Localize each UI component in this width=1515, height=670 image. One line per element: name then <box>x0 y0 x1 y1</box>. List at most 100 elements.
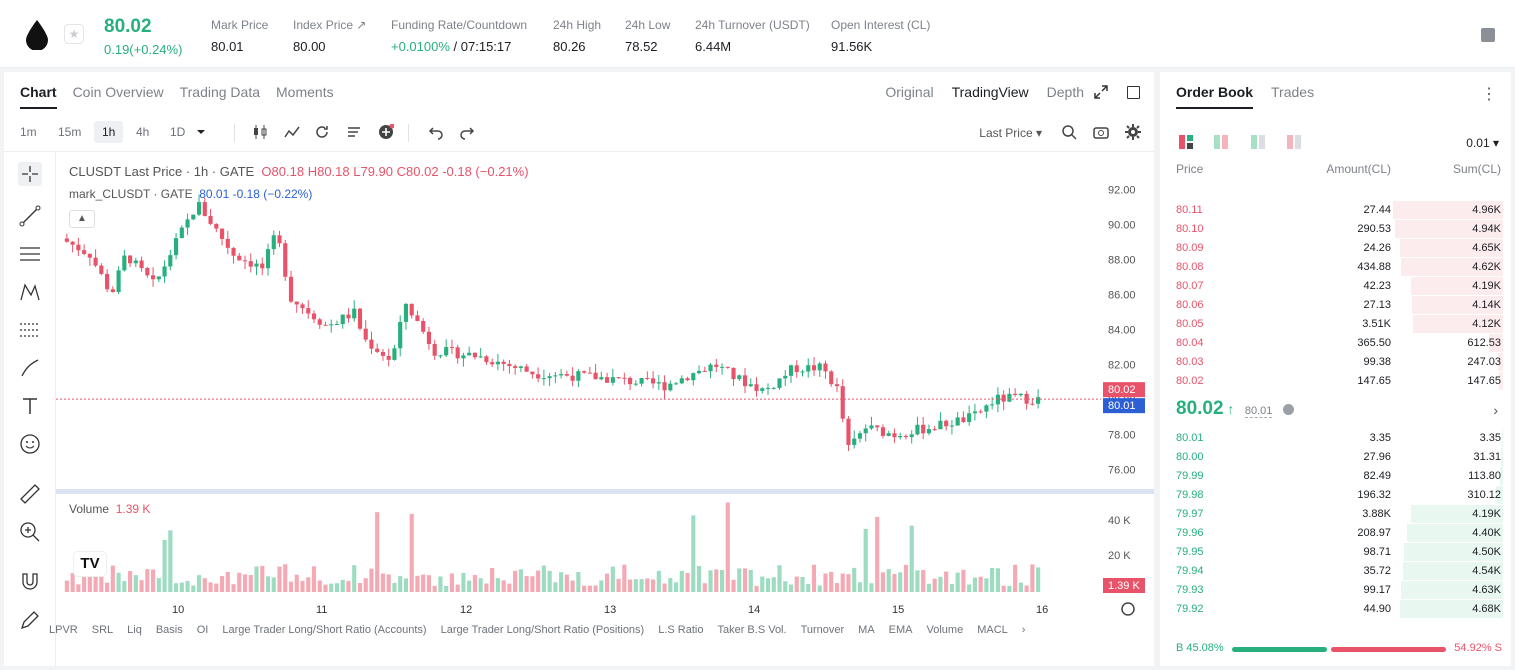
indicator-item[interactable]: Turnover <box>800 624 845 636</box>
book-mode-split-icon[interactable] <box>1213 134 1229 150</box>
indicator-item[interactable]: EMA <box>888 624 913 636</box>
chevron-down-icon[interactable] <box>196 127 206 137</box>
indicator-item[interactable]: Large Trader Long/Short Ratio (Positions… <box>440 624 645 636</box>
tab-order-book[interactable]: Order Book <box>1176 84 1253 109</box>
add-alert-icon[interactable] <box>378 124 394 140</box>
magnet-icon[interactable] <box>18 570 42 594</box>
price-chart-svg[interactable]: 92.0090.0088.0086.0084.0082.0080.0078.00… <box>56 152 1154 622</box>
tab-moments[interactable]: Moments <box>276 84 334 100</box>
settings-gear-icon[interactable] <box>1125 124 1141 140</box>
ruler-icon[interactable] <box>18 482 42 506</box>
bid-row[interactable]: 79.99 82.49 113.80 <box>1160 467 1511 486</box>
bid-row[interactable]: 79.93 99.17 4.63K <box>1160 581 1511 600</box>
bid-row[interactable]: 79.94 35.72 4.54K <box>1160 562 1511 581</box>
ask-row[interactable]: 80.03 99.38 247.03 <box>1160 353 1511 372</box>
bid-amount: 27.96 <box>1363 451 1391 463</box>
tab-trades[interactable]: Trades <box>1271 84 1315 100</box>
ask-row[interactable]: 80.06 27.13 4.14K <box>1160 296 1511 315</box>
bid-row[interactable]: 79.92 44.90 4.68K <box>1160 600 1511 619</box>
indicator-item[interactable]: L.S Ratio <box>658 624 704 636</box>
window-icon[interactable] <box>1127 86 1140 99</box>
candle-body <box>1030 403 1035 405</box>
price-type-select[interactable]: Last Price ▾ <box>979 126 1042 140</box>
candle-body <box>421 320 426 332</box>
fib-icon[interactable] <box>18 318 42 342</box>
more-menu-icon[interactable]: ⋮ <box>1481 86 1497 103</box>
undo-icon[interactable] <box>428 124 444 140</box>
camera-icon[interactable] <box>1093 124 1109 140</box>
candlestick-type-icon[interactable] <box>252 124 268 140</box>
candle-body <box>944 420 949 427</box>
interval-1d[interactable]: 1D <box>170 125 186 139</box>
search-icon[interactable] <box>1061 124 1077 140</box>
trend-line-icon[interactable] <box>18 204 42 228</box>
volume-bar <box>995 568 1000 592</box>
template-icon[interactable] <box>346 124 362 140</box>
ask-row[interactable]: 80.04 365.50 612.53 <box>1160 334 1511 353</box>
book-mode-bids-icon[interactable] <box>1250 134 1266 150</box>
indicator-item[interactable]: OI <box>196 624 209 636</box>
volume-bar <box>300 580 305 592</box>
text-tool-icon[interactable] <box>18 394 42 418</box>
precision-select[interactable]: 0.01 ▾ <box>1466 136 1499 150</box>
pencil-lock-icon[interactable] <box>18 608 42 632</box>
ask-row[interactable]: 80.11 27.44 4.96K <box>1160 201 1511 220</box>
stat-index-price[interactable]: Index Price ↗ 80.00 <box>293 18 367 54</box>
redo-icon[interactable] <box>459 124 475 140</box>
view-original[interactable]: Original <box>885 84 934 100</box>
emoji-icon[interactable] <box>18 432 42 456</box>
brush-icon[interactable] <box>18 356 42 380</box>
indicator-item[interactable]: MA <box>858 624 875 636</box>
indicator-item[interactable]: Liq <box>127 624 142 636</box>
indicator-item[interactable]: Volume <box>926 624 964 636</box>
chevron-right-icon[interactable]: › <box>1021 624 1026 636</box>
indicator-item[interactable]: MACL <box>977 624 1008 636</box>
bid-row[interactable]: 79.95 98.71 4.50K <box>1160 543 1511 562</box>
horizontal-lines-icon[interactable] <box>18 242 42 266</box>
bid-row[interactable]: 79.98 196.32 310.12 <box>1160 486 1511 505</box>
ask-row[interactable]: 80.09 24.26 4.65K <box>1160 239 1511 258</box>
chevron-right-icon[interactable]: › <box>1493 402 1498 418</box>
ask-row[interactable]: 80.07 42.23 4.19K <box>1160 277 1511 296</box>
indicator-item[interactable]: SRL <box>91 624 114 636</box>
interval-1h[interactable]: 1h <box>94 121 124 143</box>
ask-row[interactable]: 80.02 147.65 147.65 <box>1160 372 1511 391</box>
book-mode-both-icon[interactable] <box>1178 134 1194 150</box>
bid-row[interactable]: 79.97 3.88K 4.19K <box>1160 505 1511 524</box>
ask-row[interactable]: 80.08 434.88 4.62K <box>1160 258 1511 277</box>
book-mode-asks-icon[interactable] <box>1286 134 1302 150</box>
volume-bar <box>225 571 230 592</box>
tab-coin-overview[interactable]: Coin Overview <box>72 84 164 100</box>
indicators-icon[interactable] <box>284 124 300 140</box>
view-depth[interactable]: Depth <box>1046 84 1084 100</box>
tab-trading-data[interactable]: Trading Data <box>179 84 261 100</box>
zoom-in-icon[interactable] <box>18 520 42 544</box>
x-tick-label: 10 <box>172 604 184 616</box>
book-icon[interactable] <box>1481 28 1495 42</box>
mid-price-row[interactable]: 80.02 ↑ 80.01 › <box>1176 398 1498 419</box>
interval-15m[interactable]: 15m <box>58 125 82 139</box>
refresh-icon[interactable] <box>314 124 330 140</box>
indicator-item[interactable]: LPVR <box>49 624 78 636</box>
expand-icon[interactable] <box>1094 85 1108 99</box>
candle-body <box>610 377 615 383</box>
indicator-item[interactable]: Large Trader Long/Short Ratio (Accounts) <box>222 624 427 636</box>
candle-body <box>363 328 368 340</box>
bid-row[interactable]: 79.96 208.97 4.40K <box>1160 524 1511 543</box>
crosshair-icon[interactable] <box>18 162 42 186</box>
ask-row[interactable]: 80.10 290.53 4.94K <box>1160 220 1511 239</box>
interval-1m[interactable]: 1m <box>20 125 37 139</box>
indicator-item[interactable]: Taker B.S Vol. <box>717 624 787 636</box>
tab-chart[interactable]: Chart <box>20 84 57 109</box>
indicator-item[interactable]: Basis <box>155 624 183 636</box>
collapse-legend-button[interactable]: ▲ <box>69 210 95 228</box>
favorite-star-icon[interactable]: ★ <box>64 24 84 44</box>
bid-row[interactable]: 80.01 3.35 3.35 <box>1160 429 1511 448</box>
chart-area[interactable]: 92.0090.0088.0086.0084.0082.0080.0078.00… <box>56 152 1154 666</box>
bid-row[interactable]: 80.00 27.96 31.31 <box>1160 448 1511 467</box>
interval-4h[interactable]: 4h <box>136 125 150 139</box>
ask-row[interactable]: 80.05 3.51K 4.12K <box>1160 315 1511 334</box>
pattern-icon[interactable] <box>18 280 42 304</box>
view-tradingview[interactable]: TradingView <box>951 84 1029 100</box>
tradingview-logo[interactable]: TV <box>74 552 106 576</box>
